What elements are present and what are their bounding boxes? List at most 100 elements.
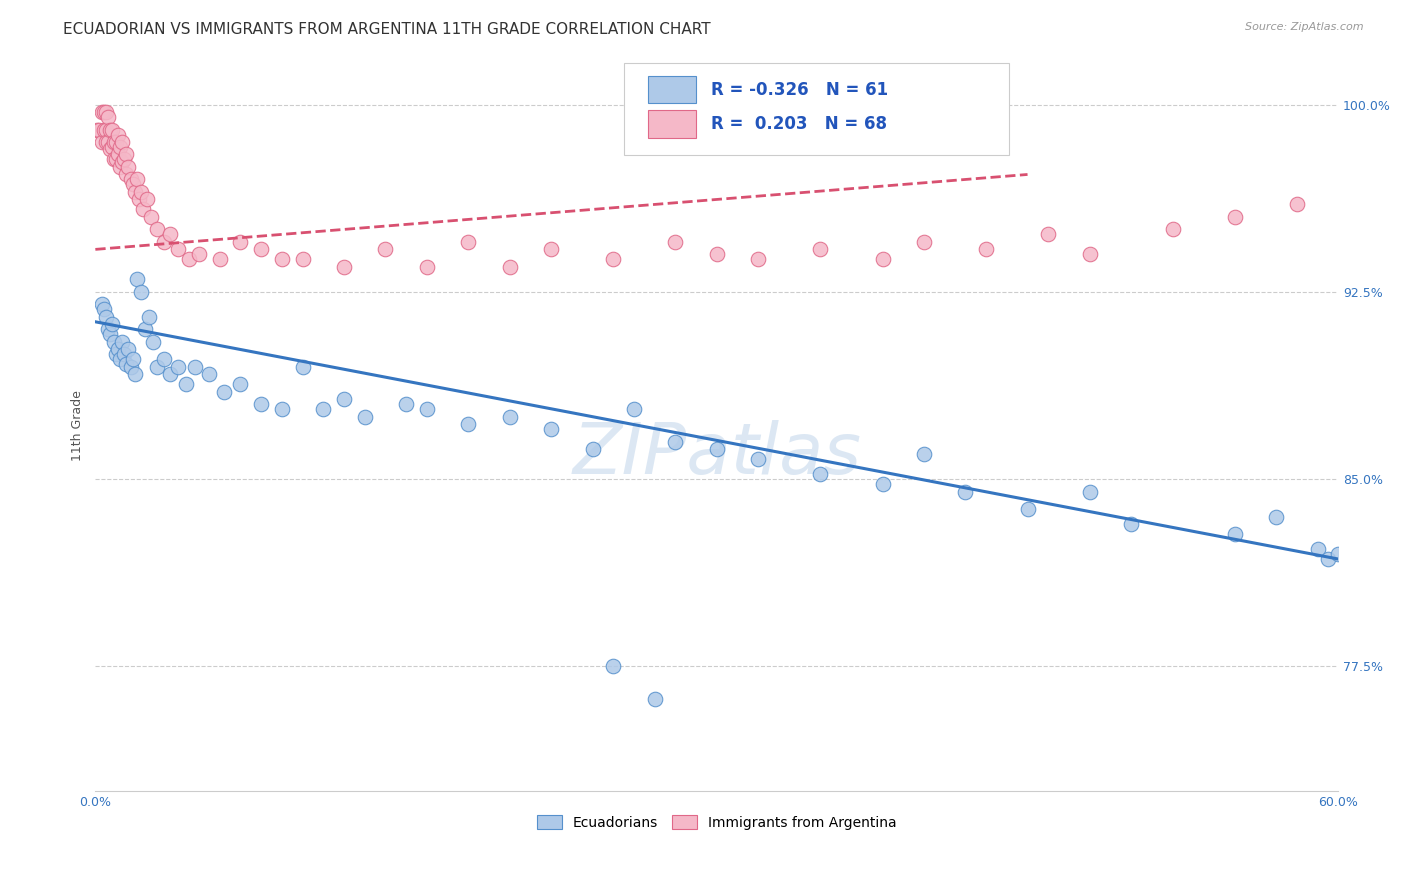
Point	[134, 322, 156, 336]
Point	[101, 122, 124, 136]
Point	[250, 243, 273, 257]
Point	[108, 352, 131, 367]
Point	[108, 160, 131, 174]
Point	[706, 442, 728, 457]
Point	[108, 140, 131, 154]
Point	[107, 147, 129, 161]
Legend: Ecuadorians, Immigrants from Argentina: Ecuadorians, Immigrants from Argentina	[531, 810, 903, 836]
Point	[115, 357, 138, 371]
Point	[97, 135, 120, 149]
Point	[872, 477, 894, 491]
Point	[1161, 222, 1184, 236]
Point	[117, 343, 139, 357]
Point	[808, 467, 831, 482]
Point	[93, 105, 115, 120]
Point	[706, 247, 728, 261]
Text: R =  0.203   N = 68: R = 0.203 N = 68	[710, 115, 887, 133]
Point	[97, 110, 120, 124]
Point	[912, 447, 935, 461]
Point	[416, 402, 439, 417]
Point	[1223, 210, 1246, 224]
Point	[808, 243, 831, 257]
Point	[141, 210, 163, 224]
Point	[128, 193, 150, 207]
Point	[312, 402, 335, 417]
Point	[416, 260, 439, 274]
Point	[291, 252, 314, 267]
Point	[602, 659, 624, 673]
Point	[198, 368, 221, 382]
Point	[86, 122, 108, 136]
Point	[159, 368, 181, 382]
Point	[129, 185, 152, 199]
Point	[1306, 542, 1329, 557]
Point	[98, 143, 121, 157]
Point	[955, 484, 977, 499]
Text: Source: ZipAtlas.com: Source: ZipAtlas.com	[1246, 22, 1364, 32]
Point	[644, 691, 666, 706]
Point	[184, 359, 207, 374]
Point	[105, 347, 128, 361]
Point	[747, 252, 769, 267]
Point	[664, 434, 686, 449]
FancyBboxPatch shape	[648, 76, 696, 103]
Point	[112, 347, 135, 361]
Point	[1078, 484, 1101, 499]
Point	[94, 135, 117, 149]
Point	[94, 122, 117, 136]
Point	[152, 235, 174, 249]
Point	[1038, 227, 1060, 242]
Point	[623, 402, 645, 417]
Point	[124, 185, 146, 199]
Point	[107, 128, 129, 142]
Point	[124, 368, 146, 382]
Point	[270, 402, 292, 417]
Point	[1078, 247, 1101, 261]
Point	[105, 135, 128, 149]
Point	[498, 260, 520, 274]
Point	[93, 122, 115, 136]
Point	[101, 318, 124, 332]
Point	[208, 252, 231, 267]
Point	[132, 202, 155, 217]
Point	[1265, 509, 1288, 524]
Point	[229, 377, 252, 392]
Point	[498, 409, 520, 424]
Point	[125, 272, 148, 286]
Point	[146, 359, 169, 374]
Point	[540, 422, 562, 436]
Point	[974, 243, 997, 257]
FancyBboxPatch shape	[648, 110, 696, 138]
Point	[103, 153, 125, 167]
Point	[97, 322, 120, 336]
Point	[136, 193, 159, 207]
Point	[120, 359, 142, 374]
Y-axis label: 11th Grade: 11th Grade	[72, 390, 84, 461]
Point	[115, 147, 138, 161]
Point	[129, 285, 152, 299]
Point	[120, 172, 142, 186]
Point	[98, 122, 121, 136]
Point	[159, 227, 181, 242]
Point	[333, 260, 356, 274]
Point	[121, 178, 143, 192]
Point	[457, 235, 479, 249]
Point	[125, 172, 148, 186]
Point	[291, 359, 314, 374]
Point	[229, 235, 252, 249]
Point	[664, 235, 686, 249]
Point	[103, 135, 125, 149]
Point	[107, 343, 129, 357]
Point	[176, 377, 198, 392]
Point	[103, 334, 125, 349]
Point	[111, 155, 134, 169]
Point	[747, 452, 769, 467]
Point	[395, 397, 418, 411]
Point	[111, 135, 134, 149]
Point	[146, 222, 169, 236]
Point	[250, 397, 273, 411]
Point	[457, 417, 479, 432]
Point	[333, 392, 356, 407]
Point	[1017, 502, 1039, 516]
Point	[111, 334, 134, 349]
